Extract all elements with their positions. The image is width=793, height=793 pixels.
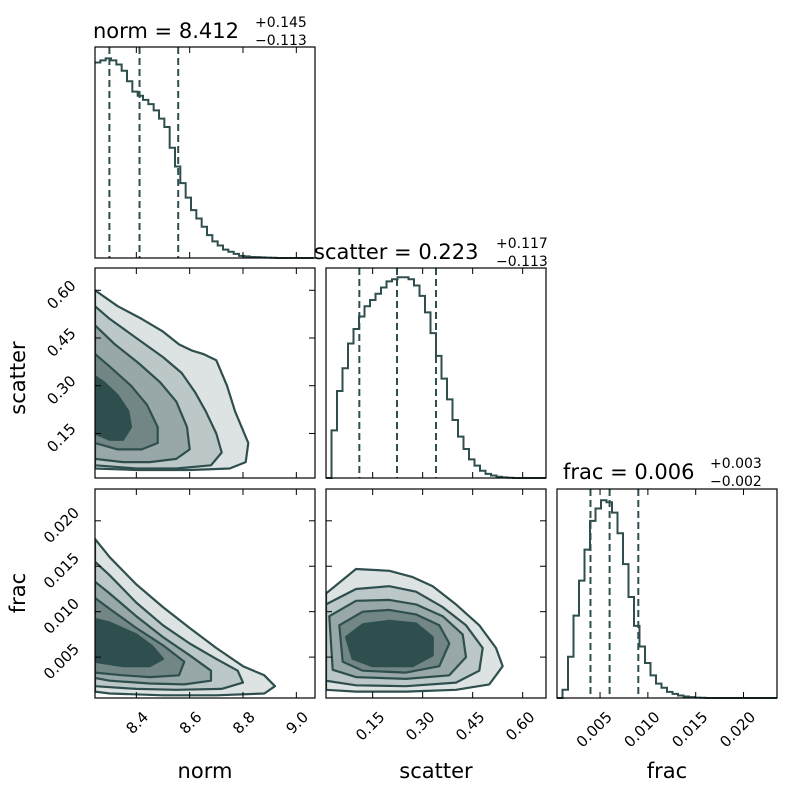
title-scatter: scatter = 0.223 +0.117 −0.113 xyxy=(314,236,548,270)
svg-text:scatter = 0.223: scatter = 0.223 xyxy=(314,240,478,264)
y-tick-label-scatter: 0.15 xyxy=(43,420,79,456)
hist-frame-frac xyxy=(556,488,778,699)
histogram-norm xyxy=(95,57,314,259)
x-tick-label-scatter: 0.15 xyxy=(352,708,388,744)
contour-group xyxy=(95,537,277,697)
y-tick-label-scatter: 0.45 xyxy=(43,324,79,360)
x-tick-label-frac: 0.005 xyxy=(573,708,616,751)
x-tick-label-frac: 0.015 xyxy=(668,708,711,751)
y-tick-label-frac: 0.005 xyxy=(40,640,83,683)
title-norm-plus: +0.145 xyxy=(255,15,307,31)
title-frac-minus: −0.002 xyxy=(710,474,762,490)
x-axis-label-frac: frac xyxy=(647,759,687,783)
x-tick-label-scatter: 0.45 xyxy=(452,708,488,744)
contour-level-5 xyxy=(344,619,434,668)
title-norm: norm = 8.412 +0.145 −0.113 xyxy=(93,15,307,49)
title-norm-value: 8.412 xyxy=(179,19,239,43)
x-tick-label-norm: 9.0 xyxy=(282,708,312,738)
x-tick-label-scatter: 0.30 xyxy=(402,708,438,744)
contour-panel-frac_vs_scatter: 0.15 0.30 0.45 0.60 xyxy=(325,488,547,744)
x-tick-label-norm: 8.4 xyxy=(122,708,152,738)
x-tick-label-norm: 8.8 xyxy=(229,708,259,738)
x-tick-label-frac: 0.020 xyxy=(716,708,759,751)
contour-level-5 xyxy=(95,375,133,441)
contour-frame-scatter_vs_norm xyxy=(94,267,316,479)
x-axis-label-norm: norm xyxy=(178,759,233,783)
title-norm-minus: −0.113 xyxy=(255,33,307,49)
x-tick-label-scatter: 0.60 xyxy=(502,708,538,744)
contour-frame-frac_vs_scatter xyxy=(325,488,547,699)
x-tick-label-frac: 0.010 xyxy=(621,708,664,751)
y-tick-label-frac: 0.015 xyxy=(40,549,83,592)
y-tick-label-scatter: 0.30 xyxy=(43,372,79,408)
y-tick-label-scatter: 0.60 xyxy=(43,277,79,313)
hist-panel-norm xyxy=(94,46,316,259)
title-frac: frac = 0.006 +0.003 −0.002 xyxy=(563,456,762,490)
contour-group xyxy=(95,289,250,472)
title-norm-prefix: norm = xyxy=(93,19,179,43)
contour-frame-frac_vs_norm xyxy=(94,488,316,699)
x-tick-label-norm: 8.6 xyxy=(176,708,206,738)
contour-group xyxy=(326,567,504,693)
y-axis-label-frac: frac xyxy=(6,573,30,613)
x-axis-label-scatter: scatter xyxy=(399,759,473,783)
y-tick-label-frac: 0.010 xyxy=(40,595,83,638)
svg-text:norm = 8.412: norm = 8.412 xyxy=(93,19,239,43)
title-frac-prefix: frac = xyxy=(563,460,634,484)
hist-panel-scatter xyxy=(325,267,547,479)
title-scatter-minus: −0.113 xyxy=(496,254,548,270)
title-scatter-plus: +0.117 xyxy=(496,236,548,252)
y-axis-label-scatter: scatter xyxy=(6,341,30,415)
hist-panel-frac: 0.005 0.010 0.015 0.020 xyxy=(556,488,778,751)
contour-panel-scatter_vs_norm: 0.15 0.30 0.45 0.60 xyxy=(43,267,316,479)
title-frac-plus: +0.003 xyxy=(710,456,762,472)
svg-text:frac = 0.006: frac = 0.006 xyxy=(563,460,695,484)
contour-level-5 xyxy=(95,617,165,668)
hist-frame-scatter xyxy=(325,267,547,479)
hist-frame-norm xyxy=(94,46,316,259)
y-tick-label-frac: 0.020 xyxy=(40,504,83,547)
title-scatter-value: 0.223 xyxy=(418,240,478,264)
title-scatter-prefix: scatter = xyxy=(314,240,418,264)
title-frac-value: 0.006 xyxy=(634,460,694,484)
